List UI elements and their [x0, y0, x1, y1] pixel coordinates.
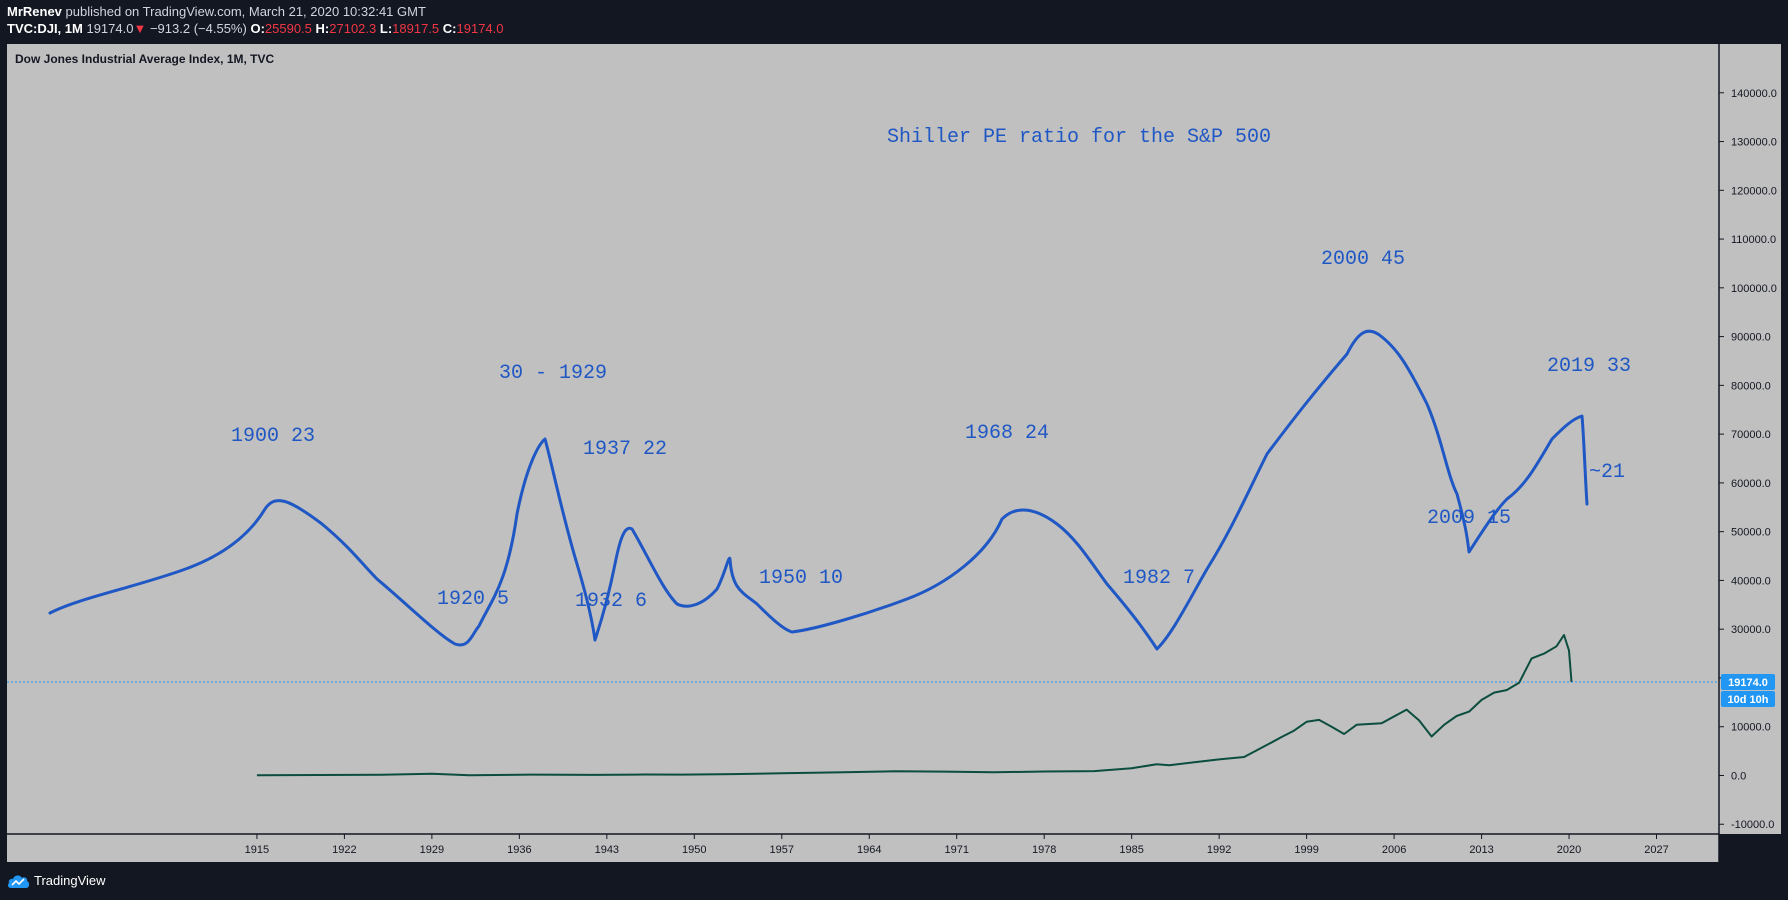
shiller-pe-drawing[interactable] — [48, 329, 1589, 651]
y-tick-label: 120000.0 — [1731, 185, 1777, 197]
footer-bar: TradingView — [0, 862, 1788, 900]
y-tick-label: 10000.0 — [1731, 722, 1771, 734]
high-label: H: — [315, 21, 330, 36]
plot-pane[interactable] — [7, 44, 1719, 834]
low-label: L: — [379, 21, 393, 36]
x-tick-label: 1971 — [944, 844, 968, 856]
y-tick-label: 50000.0 — [1731, 527, 1771, 539]
x-tick-label: 2013 — [1469, 844, 1493, 856]
annotation-1968: 1968 24 — [965, 422, 1049, 445]
last-value: 19174.0 — [86, 21, 134, 36]
tradingview-cloud-icon[interactable] — [7, 872, 31, 890]
x-tick-label: 1964 — [857, 844, 881, 856]
y-tick-label: 70000.0 — [1731, 429, 1771, 441]
annotation-title: Shiller PE ratio for the S&P 500 — [887, 126, 1271, 149]
open-value: 25590.5 — [264, 21, 312, 36]
annotation-2019: 2019 33 — [1547, 355, 1631, 378]
y-tick-label: 90000.0 — [1731, 332, 1771, 344]
change-value: −913.2 (−4.55%) — [149, 21, 247, 36]
y-tick-label: 0.0 — [1731, 770, 1746, 782]
annotation-1929: 30 - 1929 — [499, 362, 607, 385]
low-value: 18917.5 — [392, 21, 440, 36]
x-tick-label: 2027 — [1644, 844, 1668, 856]
x-tick-label: 1929 — [420, 844, 444, 856]
open-label: O: — [250, 21, 265, 36]
annotation-1900: 1900 23 — [231, 425, 315, 448]
annotation-1982: 1982 7 — [1123, 567, 1195, 590]
y-tick-label: -10000.0 — [1731, 819, 1774, 831]
x-tick-label: 1992 — [1207, 844, 1231, 856]
high-value: 27102.3 — [329, 21, 377, 36]
footer-brand[interactable]: TradingView — [34, 873, 106, 888]
symbol-label[interactable]: TVC:DJI, 1M — [7, 21, 83, 36]
publish-text: published on TradingView.com, March 21, … — [65, 4, 426, 19]
annotation-current-pe: ~21 — [1589, 461, 1625, 484]
x-tick-label: 1978 — [1032, 844, 1056, 856]
x-tick-label: 1922 — [332, 844, 356, 856]
time-scale[interactable] — [7, 834, 1719, 862]
dji-price-line[interactable] — [256, 634, 1573, 777]
y-tick-label: 110000.0 — [1731, 234, 1776, 246]
x-tick-label: 1936 — [507, 844, 531, 856]
annotation-1932: 1932 6 — [575, 590, 647, 613]
x-tick-label: 2006 — [1382, 844, 1406, 856]
x-tick-label: 1915 — [245, 844, 269, 856]
x-tick-label: 1950 — [682, 844, 706, 856]
chart-header: MrRenev published on TradingView.com, Ma… — [0, 0, 1788, 44]
chart-svg[interactable]: Dow Jones Industrial Average Index, 1M, … — [7, 44, 1781, 862]
close-value: 19174.0 — [456, 21, 504, 36]
x-tick-label: 1999 — [1294, 844, 1318, 856]
last-price-badge: 19174.0 10d 10h — [1721, 673, 1775, 707]
y-tick-label: 60000.0 — [1731, 478, 1771, 490]
x-tick-label: 1943 — [595, 844, 619, 856]
y-tick-label: 140000.0 — [1731, 88, 1777, 100]
ohlc-legend: TVC:DJI, 1M 19174.0▼ −913.2 (−4.55%) O:2… — [7, 21, 504, 36]
annotation-2009: 2009 15 — [1427, 507, 1511, 530]
bar-countdown-text: 10d 10h — [1728, 694, 1769, 706]
y-tick-label: 130000.0 — [1731, 137, 1777, 149]
y-tick-label: 100000.0 — [1731, 283, 1777, 295]
annotation-1950: 1950 10 — [759, 567, 843, 590]
x-tick-label: 2020 — [1557, 844, 1581, 856]
x-tick-label: 1957 — [770, 844, 794, 856]
last-price-text: 19174.0 — [1728, 677, 1768, 689]
y-tick-label: 40000.0 — [1731, 575, 1771, 587]
y-tick-label: 80000.0 — [1731, 380, 1771, 392]
x-tick-label: 1985 — [1119, 844, 1143, 856]
author-name[interactable]: MrRenev — [7, 4, 62, 19]
x-axis-ticks: 1915 1922 1929 1936 1943 1950 1957 1964 1971 1978… — [245, 834, 1669, 856]
annotation-1937: 1937 22 — [583, 438, 667, 461]
annotation-1920: 1920 5 — [437, 588, 509, 611]
y-tick-label: 30000.0 — [1731, 624, 1771, 636]
chart-area[interactable]: Dow Jones Industrial Average Index, 1M, … — [7, 44, 1781, 862]
annotation-2000: 2000 45 — [1321, 248, 1405, 271]
publish-info: MrRenev published on TradingView.com, Ma… — [7, 4, 426, 19]
chart-title: Dow Jones Industrial Average Index, 1M, … — [15, 52, 275, 66]
down-arrow-icon: ▼ — [133, 21, 147, 36]
close-label: C: — [442, 21, 457, 36]
